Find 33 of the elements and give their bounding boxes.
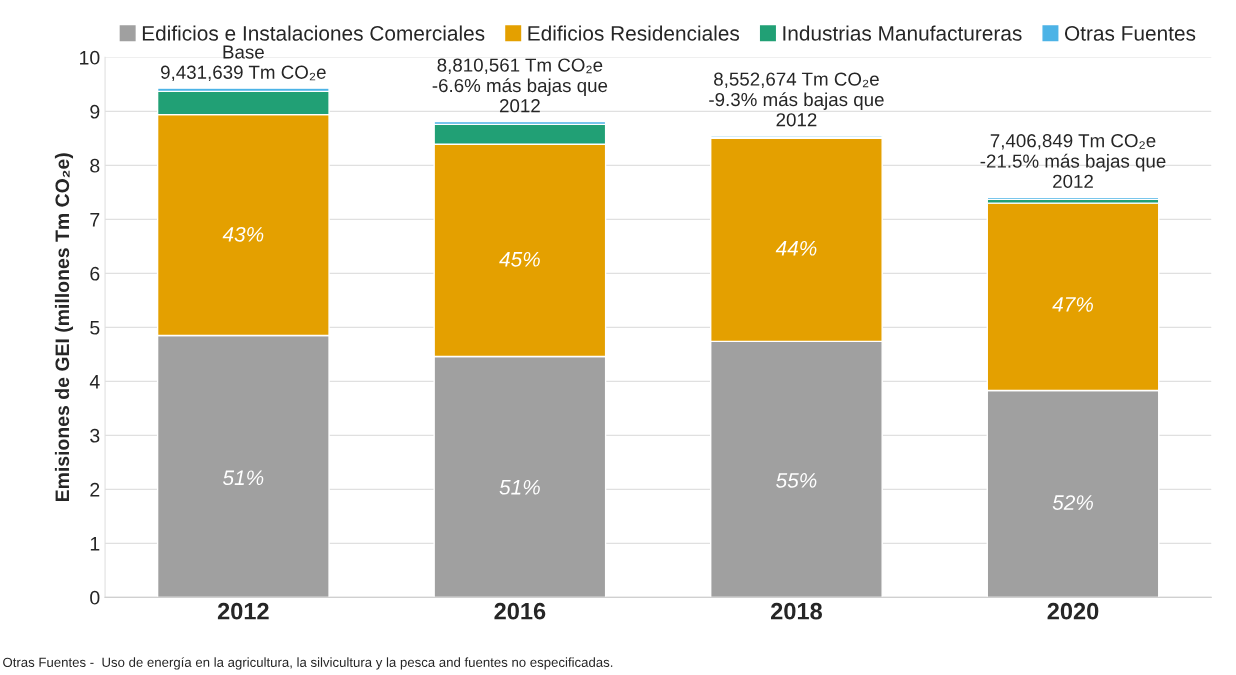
annotation: 47% <box>1052 297 1093 312</box>
annotation: 52% <box>1052 495 1093 510</box>
legend-label: Edificios Residenciales <box>528 25 740 41</box>
annotation: 43% <box>222 226 264 242</box>
y-tick-label: 2 <box>90 482 100 497</box>
annotation: 51% <box>499 479 540 495</box>
y-tick-label: 0 <box>90 590 100 605</box>
annotation: 8,552,674 Tm CO₂e -9.3% más bajas que 2012 <box>709 72 884 127</box>
y-tick-label: 10 <box>80 50 100 65</box>
y-tick-label: 1 <box>90 537 100 551</box>
y-tick-label: 3 <box>90 428 100 443</box>
y-tick-label: 6 <box>90 266 100 281</box>
x-tick-label: 2020 <box>1047 602 1099 620</box>
y-tick-label: 4 <box>89 375 100 389</box>
legend-label: Edificios e Instalaciones Comerciales <box>142 25 485 41</box>
annotation: 7,406,849 Tm CO₂e -21.5% más bajas que 2012 <box>980 134 1166 188</box>
y-tick-label: 7 <box>90 213 100 227</box>
text: Otras Fuentes - Uso de energía en la agricultura, la silvicultura y la pesca and fuentes no especificadas. <box>3 657 613 670</box>
x-tick-label: 2012 <box>217 602 269 620</box>
legend-label: Industrias Manufactureras <box>783 25 1022 41</box>
y-tick-label: 8 <box>90 158 100 173</box>
annotation: 44% <box>775 240 817 256</box>
annotation: 8,810,561 Tm CO₂e -6.6% más bajas que 2012 <box>432 58 608 113</box>
y-tick-label: 9 <box>90 104 100 119</box>
annotation: 45% <box>499 251 540 267</box>
legend-label: Otras Fuentes <box>1064 26 1196 41</box>
y-axis-title: Emisiones de GEI (millones Tm CO₂e) <box>54 153 74 502</box>
x-tick-label: 2016 <box>494 602 546 620</box>
x-tick-label: 2018 <box>771 602 822 620</box>
annotation: 51% <box>222 470 264 486</box>
annotation: Base 9,431,639 Tm CO₂e <box>161 45 326 82</box>
y-tick-label: 5 <box>90 321 100 335</box>
annotation: 55% <box>776 473 817 488</box>
